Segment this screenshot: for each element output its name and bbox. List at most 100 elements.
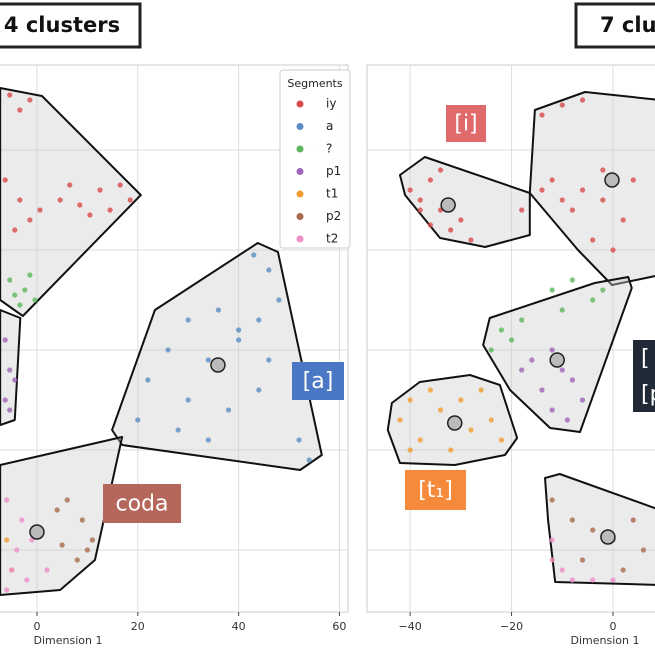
point xyxy=(569,277,576,283)
cluster-hull xyxy=(544,473,655,586)
point xyxy=(427,177,433,183)
point xyxy=(539,187,545,193)
annotation-box xyxy=(446,105,486,142)
point xyxy=(600,167,606,173)
point xyxy=(610,577,616,583)
point xyxy=(205,437,211,443)
point xyxy=(407,397,413,403)
point xyxy=(37,207,43,213)
centroid xyxy=(600,529,616,545)
legend-label: ? xyxy=(326,142,332,156)
point xyxy=(620,217,626,223)
point xyxy=(569,577,576,583)
point xyxy=(7,367,13,373)
point xyxy=(569,377,576,383)
point xyxy=(620,567,626,573)
point xyxy=(630,177,636,183)
point xyxy=(579,187,586,193)
point xyxy=(22,287,28,293)
point xyxy=(559,197,565,203)
point xyxy=(579,397,586,403)
point xyxy=(89,537,96,543)
point xyxy=(185,397,191,403)
point xyxy=(600,197,606,203)
point xyxy=(427,387,433,393)
point xyxy=(44,567,50,573)
point xyxy=(508,337,515,343)
point xyxy=(97,187,103,193)
point xyxy=(478,387,484,393)
point xyxy=(67,182,73,188)
annotation-box xyxy=(103,484,181,523)
point xyxy=(458,217,464,223)
point xyxy=(448,227,454,233)
point xyxy=(17,197,23,203)
point xyxy=(266,357,272,363)
annotation-box xyxy=(633,340,655,376)
x-tick-label: 40 xyxy=(232,620,246,633)
point xyxy=(458,397,464,403)
chart-title: 7 clusters xyxy=(600,13,655,37)
point xyxy=(27,217,33,223)
point xyxy=(7,277,13,283)
point xyxy=(519,207,525,213)
plot-content xyxy=(367,65,655,612)
point xyxy=(397,417,403,423)
point xyxy=(14,547,20,553)
point xyxy=(236,327,242,333)
point xyxy=(185,317,191,323)
legend-label: a xyxy=(326,119,333,133)
legend-marker xyxy=(296,235,304,243)
point xyxy=(437,407,444,413)
annotation-label: [ xyxy=(641,346,650,371)
point xyxy=(4,587,10,593)
annotation-label: [p xyxy=(641,382,655,407)
point xyxy=(549,287,555,293)
x-axis-label: Dimension 1 xyxy=(34,634,103,647)
point xyxy=(276,297,282,303)
x-axis-label: Dimension 1 xyxy=(571,634,640,647)
title-box xyxy=(574,2,655,49)
point xyxy=(559,567,565,573)
point xyxy=(165,347,171,353)
annotation-box xyxy=(405,470,466,510)
legend-marker xyxy=(296,145,304,153)
centroid xyxy=(446,415,463,431)
point xyxy=(57,197,63,203)
point xyxy=(590,577,596,583)
point xyxy=(529,357,535,363)
point xyxy=(437,167,444,173)
legend-marker xyxy=(296,168,304,175)
point xyxy=(54,507,60,513)
point xyxy=(498,327,505,333)
point xyxy=(79,517,85,523)
cluster-hull xyxy=(528,91,655,286)
point xyxy=(448,447,454,453)
point xyxy=(468,427,474,433)
point xyxy=(488,417,494,423)
point xyxy=(266,267,272,273)
legend-label: iy xyxy=(326,97,336,111)
point xyxy=(205,357,211,363)
legend-label: t2 xyxy=(326,232,338,246)
x-tick-label: −40 xyxy=(399,620,422,633)
x-tick-label: −20 xyxy=(500,620,523,633)
point xyxy=(519,317,525,323)
legend-box xyxy=(279,69,351,249)
point xyxy=(417,197,423,203)
point xyxy=(519,367,525,373)
point xyxy=(488,347,494,353)
point xyxy=(549,537,555,543)
point xyxy=(74,557,80,563)
annotation-label: [i] xyxy=(454,112,477,137)
point xyxy=(559,367,565,373)
point xyxy=(417,437,423,443)
point xyxy=(4,497,10,503)
cluster-hull xyxy=(0,87,142,317)
point xyxy=(32,297,38,303)
point xyxy=(175,427,181,433)
point xyxy=(559,102,565,108)
point xyxy=(407,187,413,193)
point xyxy=(2,177,8,183)
